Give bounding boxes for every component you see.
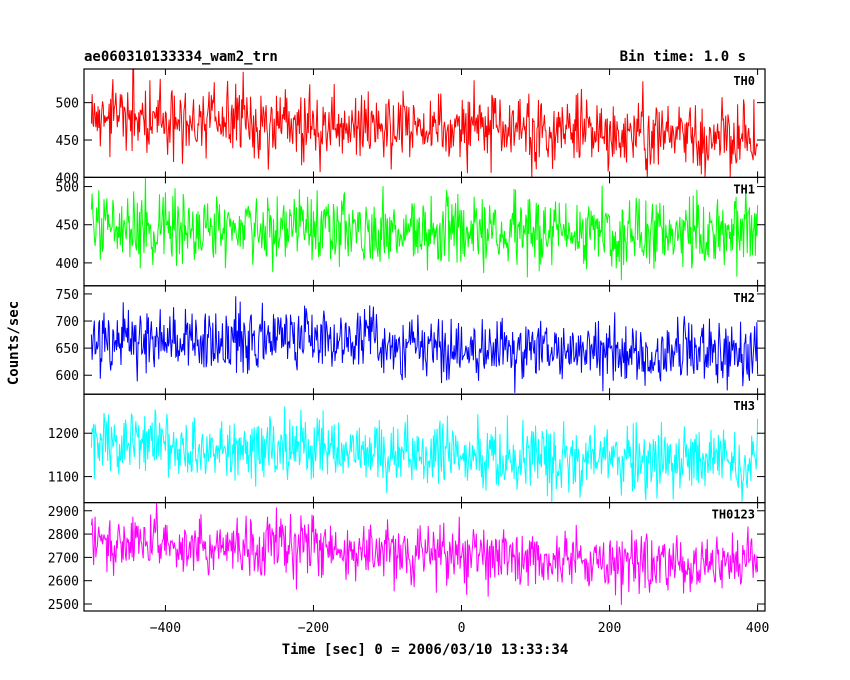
y-tick-label: 2700 — [48, 551, 79, 566]
series-line-th3 — [90, 406, 759, 503]
y-tick-label: 650 — [56, 342, 79, 357]
y-tick-label: 2900 — [48, 505, 79, 520]
y-tick-label: 400 — [56, 171, 79, 186]
y-tick-label: 2500 — [48, 598, 79, 613]
y-tick-label: 500 — [56, 97, 79, 112]
y-tick-label: 2600 — [48, 575, 79, 590]
y-tick-label: 1200 — [48, 427, 79, 442]
y-tick-label: 400 — [56, 257, 79, 272]
x-tick-label: 200 — [598, 621, 621, 636]
y-tick-label: 500 — [56, 181, 79, 196]
x-tick-label: −200 — [298, 621, 329, 636]
x-tick-label: −400 — [150, 621, 181, 636]
x-axis: −400 −200 0 200 400 — [150, 621, 770, 636]
panels-group: 400 450 500 TH0 400 450 500 TH1 600 650 700 750 TH2 1… — [48, 67, 766, 613]
y-axis-label: Counts/sec — [6, 301, 22, 385]
series-line-th1 — [90, 177, 759, 281]
panel-label: TH0123 — [712, 508, 755, 522]
chart-subtitle: Bin time: 1.0 s — [620, 49, 746, 65]
chart-title: ae060310133334_wam2_trn — [84, 49, 278, 65]
x-tick-label: 0 — [458, 621, 466, 636]
panel-label: TH3 — [733, 399, 755, 413]
y-tick-label: 2800 — [48, 528, 79, 543]
series-line-th2 — [90, 296, 759, 393]
panel-frame — [83, 502, 766, 612]
x-axis-label: Time [sec] 0 = 2006/03/10 13:33:34 — [282, 642, 569, 658]
y-tick-label: 450 — [56, 219, 79, 234]
series-line-th0123 — [90, 502, 759, 605]
panel-label: TH1 — [733, 182, 755, 196]
panel-th0123: 2500 2600 2700 2800 2900 TH0123 — [48, 502, 766, 613]
series-line-th0 — [90, 67, 759, 178]
y-tick-label: 600 — [56, 369, 79, 384]
panel-th1: 400 450 500 TH1 — [56, 176, 766, 287]
panel-label: TH0 — [733, 74, 755, 88]
panel-th3: 1100 1200 TH3 — [48, 393, 766, 504]
y-tick-label: 450 — [56, 134, 79, 149]
x-tick-label: 400 — [746, 621, 769, 636]
y-tick-label: 750 — [56, 288, 79, 303]
panel-label: TH2 — [733, 291, 755, 305]
panel-th0: 400 450 500 TH0 — [56, 67, 766, 186]
y-tick-label: 1100 — [48, 471, 79, 486]
y-tick-label: 700 — [56, 315, 79, 330]
panel-th2: 600 650 700 750 TH2 — [56, 285, 766, 395]
